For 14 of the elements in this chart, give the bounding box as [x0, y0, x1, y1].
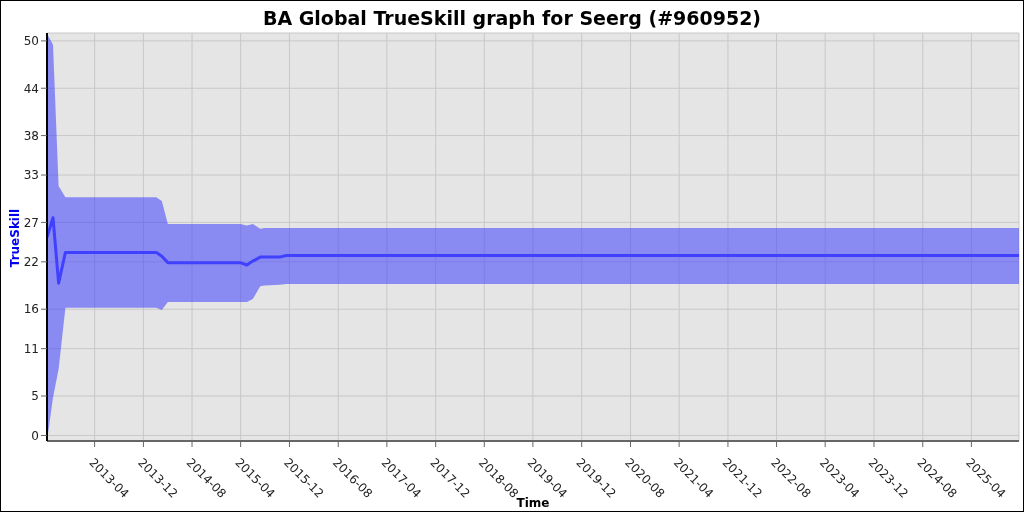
chart-title: BA Global TrueSkill graph for Seerg (#960952) [261, 7, 763, 29]
y-tick-label: 5 [31, 389, 39, 404]
x-axis-title: Time [516, 496, 550, 510]
y-tick-label: 33 [23, 168, 39, 183]
y-axis-title: TrueSkill [8, 208, 22, 268]
y-tick-label: 11 [23, 341, 39, 356]
y-tick-label: 27 [23, 215, 39, 230]
y-tick-label: 44 [23, 81, 39, 96]
y-tick-label: 0 [31, 428, 39, 443]
y-tick-label: 16 [23, 302, 39, 317]
y-tick-label: 38 [23, 128, 39, 143]
y-tick-label: 22 [23, 255, 39, 270]
line-series [47, 216, 1019, 285]
y-tick-label: 50 [23, 34, 39, 49]
